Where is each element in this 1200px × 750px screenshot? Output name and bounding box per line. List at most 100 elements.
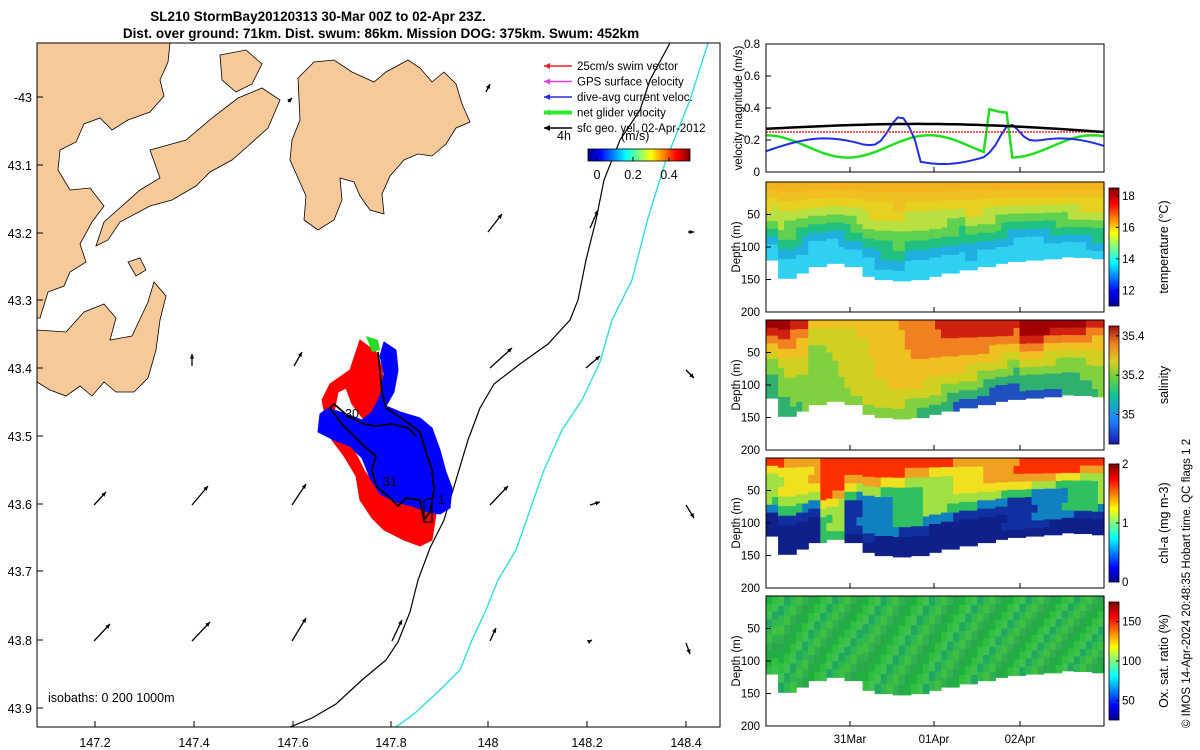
section-cell xyxy=(916,605,924,617)
section-cell xyxy=(1067,663,1075,672)
section-cell xyxy=(941,374,948,385)
section-cell xyxy=(838,190,846,199)
section-cell xyxy=(874,545,882,557)
section-cell xyxy=(983,232,990,242)
section-cell xyxy=(832,490,840,500)
section-cell xyxy=(802,539,809,550)
section-cell xyxy=(1067,472,1075,482)
section-cell xyxy=(808,517,815,527)
section-cell xyxy=(904,221,912,232)
section-cell xyxy=(802,485,809,495)
section-cell xyxy=(802,374,809,385)
section-cell xyxy=(808,336,815,346)
section-cell xyxy=(814,638,821,648)
section-cell xyxy=(1001,206,1009,216)
section-cell xyxy=(1055,603,1063,612)
sfc-geo-velocity-arrows xyxy=(93,83,695,655)
section-cell xyxy=(1037,489,1045,498)
section-cell xyxy=(1049,603,1057,612)
section-cell xyxy=(977,258,984,268)
section-cell xyxy=(977,320,984,330)
section-cell xyxy=(844,483,852,493)
section-cell xyxy=(832,474,840,483)
section-cell xyxy=(778,339,785,350)
section-cell xyxy=(1097,350,1105,359)
section-cell xyxy=(850,345,858,355)
section-cell xyxy=(1079,518,1087,527)
section-cell xyxy=(983,508,990,518)
section-cell xyxy=(766,650,773,659)
section-cell xyxy=(784,663,791,674)
section-cell xyxy=(928,266,936,277)
section-cell xyxy=(1019,529,1027,538)
section-cell xyxy=(1067,458,1075,467)
section-cell xyxy=(995,604,1002,613)
section-cell xyxy=(904,389,912,400)
section-cell xyxy=(790,663,797,674)
section-cell xyxy=(916,398,924,409)
section-cell xyxy=(802,521,809,532)
section-cell xyxy=(778,515,785,526)
section-cell xyxy=(1091,642,1099,651)
title-line1: SL210 StormBay20120313 30-Mar 00Z to 02-… xyxy=(150,9,485,24)
section-cell xyxy=(886,407,894,419)
section-cell xyxy=(790,634,797,645)
section-cell xyxy=(796,521,803,532)
section-cell xyxy=(947,227,954,238)
section-cell xyxy=(928,219,936,230)
section-cell xyxy=(772,520,779,529)
section-cell xyxy=(989,604,996,614)
section-cell xyxy=(880,240,888,251)
section-cell xyxy=(886,605,894,617)
section-cell xyxy=(910,269,918,281)
legend-label: sfc geo. vel. 02-Apr-2012 xyxy=(577,123,706,135)
section-cell xyxy=(826,206,833,216)
section-cell xyxy=(971,631,978,641)
section-cell xyxy=(1037,497,1045,506)
section-cell xyxy=(1043,243,1051,252)
section-cell xyxy=(874,654,882,665)
section-cell xyxy=(953,182,960,192)
section-cell xyxy=(1073,357,1081,366)
section-cell xyxy=(904,467,912,479)
net-velocity-tip xyxy=(366,336,380,352)
section-cell xyxy=(1067,517,1075,526)
section-cell xyxy=(983,241,990,251)
section-cell xyxy=(1025,213,1033,222)
section-cell xyxy=(1007,221,1015,231)
section-cell xyxy=(826,247,833,256)
section-cell xyxy=(880,388,888,399)
section-cell xyxy=(808,190,815,200)
section-cell xyxy=(826,531,833,540)
section-cell xyxy=(796,485,803,495)
section-cell xyxy=(772,528,779,537)
section-cell xyxy=(983,474,990,484)
section-cell xyxy=(928,624,936,635)
section-cell xyxy=(886,339,894,350)
section-cell xyxy=(892,615,900,627)
section-cell xyxy=(935,614,942,625)
section-cell xyxy=(784,486,791,498)
section-cell xyxy=(886,269,894,281)
section-colorbar-title: temperature (°C) xyxy=(1157,200,1171,293)
section-cell xyxy=(826,596,833,605)
section-cell xyxy=(1061,495,1069,504)
section-cell xyxy=(820,508,827,518)
section-cell xyxy=(1091,366,1099,375)
section-cell xyxy=(1097,366,1105,375)
geo-velocity-arrowhead xyxy=(492,628,497,633)
section-ytick-label: 100 xyxy=(741,518,760,530)
section-cell xyxy=(1097,511,1105,520)
section-cell xyxy=(892,329,900,341)
section-cell xyxy=(844,663,852,673)
section-cell xyxy=(989,387,996,397)
section-cell xyxy=(808,672,815,682)
section-cell xyxy=(772,489,779,498)
section-cell xyxy=(1085,596,1093,605)
section-cell xyxy=(1055,251,1063,260)
section-cell xyxy=(856,663,864,673)
section-cell xyxy=(1013,521,1021,530)
section-cell xyxy=(1079,372,1087,381)
section-cell xyxy=(880,458,888,469)
section-cell xyxy=(802,347,809,357)
